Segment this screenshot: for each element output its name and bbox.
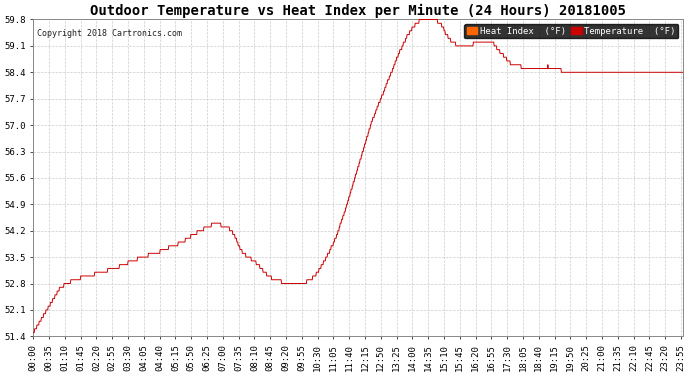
Title: Outdoor Temperature vs Heat Index per Minute (24 Hours) 20181005: Outdoor Temperature vs Heat Index per Mi… xyxy=(90,4,626,18)
Text: Copyright 2018 Cartronics.com: Copyright 2018 Cartronics.com xyxy=(37,29,181,38)
Legend: Heat Index  (°F), Temperature  (°F): Heat Index (°F), Temperature (°F) xyxy=(464,24,678,38)
